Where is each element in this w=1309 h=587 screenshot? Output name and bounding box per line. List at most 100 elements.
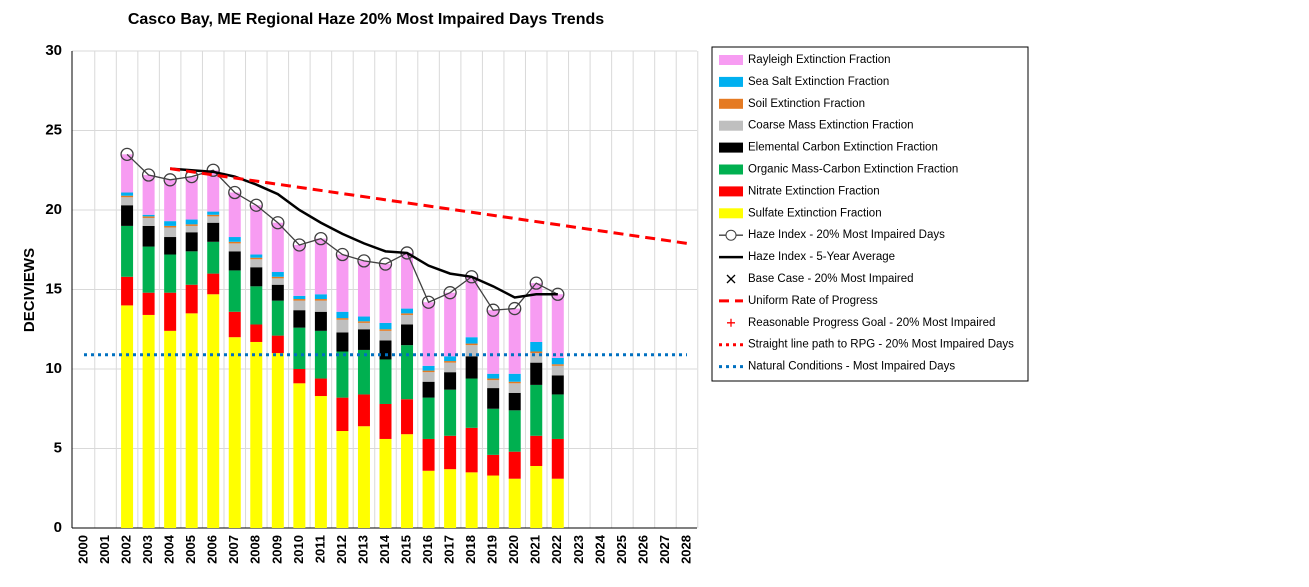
bar-segment	[422, 370, 435, 373]
bar-segment	[207, 211, 220, 215]
bar-segment	[336, 311, 349, 319]
bar-segment	[357, 349, 370, 395]
bar-segment	[121, 276, 134, 306]
bar-segment	[314, 300, 327, 312]
bar-segment	[228, 270, 241, 312]
bar-segment	[465, 472, 478, 528]
bar-segment	[207, 170, 220, 212]
legend-marker	[726, 274, 736, 284]
bar-segment	[228, 251, 241, 271]
bar-segment	[508, 451, 521, 479]
x-tick-label: 2010	[291, 535, 306, 564]
bar-segment	[228, 192, 241, 238]
bar-segment	[293, 299, 306, 301]
legend-label: Rayleigh Extinction Fraction	[748, 54, 891, 66]
x-tick-label: 2017	[442, 535, 457, 564]
bar-segment	[487, 388, 500, 409]
bar-segment	[164, 254, 177, 293]
bar-segment	[551, 294, 564, 358]
bar-segment	[164, 292, 177, 331]
bar-segment	[465, 276, 478, 338]
series-line	[126, 153, 559, 311]
line-marker	[529, 276, 543, 290]
bar-segment	[142, 225, 155, 247]
bar-segment	[185, 225, 198, 233]
bar-segment	[444, 292, 457, 357]
bar-segment	[401, 308, 414, 314]
bar-segment	[271, 278, 284, 285]
x-tick-label: 2008	[248, 535, 263, 564]
bar-segment	[293, 244, 306, 296]
legend-label: Soil Extinction Fraction	[748, 98, 865, 110]
x-tick-label: 2016	[420, 535, 435, 564]
bar-segment	[487, 454, 500, 476]
bar-segment	[508, 383, 521, 393]
bar-segment	[357, 321, 370, 323]
line-marker	[357, 254, 371, 268]
bar-segment	[422, 397, 435, 439]
bar-segment	[185, 284, 198, 314]
bar-segment	[530, 362, 543, 385]
legend-label: Straight line path to RPG - 20% Most Imp…	[748, 339, 1014, 351]
bar-segment	[164, 221, 177, 226]
x-tick-label: 2015	[398, 535, 413, 564]
legend-swatch	[719, 208, 743, 219]
bar-segment	[142, 314, 155, 528]
bar-segment	[487, 408, 500, 455]
bar-segment	[357, 322, 370, 330]
legend-label: Haze Index - 5-Year Average	[748, 251, 895, 263]
bar-segment	[293, 327, 306, 369]
line-marker	[421, 295, 436, 309]
legend-swatch	[719, 186, 743, 197]
bar-segment	[207, 294, 220, 528]
bar-segment	[142, 292, 155, 315]
bar-segment	[357, 260, 370, 317]
y-tick-label: 25	[45, 121, 62, 138]
bar-segment	[207, 222, 220, 242]
legend-marker	[725, 229, 737, 241]
x-tick-label: 2002	[119, 535, 134, 564]
bar-segment	[379, 359, 392, 404]
bar-segment	[379, 264, 392, 323]
bar-segment	[357, 329, 370, 350]
bar-segment	[530, 384, 543, 436]
bar-segment	[357, 426, 370, 528]
y-tick-label: 30	[45, 42, 62, 59]
bar-segment	[551, 375, 564, 395]
x-tick-label: 2003	[140, 535, 155, 564]
y-tick-label: 0	[54, 519, 62, 536]
bar-segment	[293, 310, 306, 328]
bar-segment	[121, 205, 134, 226]
bar-segment	[164, 225, 177, 228]
bar-segment	[530, 435, 543, 466]
bar-segment	[444, 372, 457, 390]
bar-segment	[336, 351, 349, 398]
line-marker	[378, 257, 393, 271]
x-tick-label: 2018	[463, 535, 478, 564]
bar-segment	[336, 319, 349, 333]
legend-marker	[727, 318, 735, 327]
bar-segment	[379, 330, 392, 341]
bar-segment	[530, 353, 543, 363]
bar-segment	[551, 357, 564, 365]
bar-segment	[228, 311, 241, 338]
bar-segment	[508, 373, 521, 382]
line-marker	[486, 303, 500, 317]
bar-segment	[185, 313, 198, 528]
bar-segment	[551, 364, 564, 366]
bar-segment	[465, 343, 478, 346]
bar-segment	[185, 224, 198, 226]
bar-segment	[121, 154, 134, 193]
y-tick-label: 20	[45, 201, 62, 218]
legend-label: Natural Conditions - Most Impaired Days	[748, 361, 955, 373]
x-tick-label: 2021	[528, 535, 543, 564]
bar-segment	[185, 176, 198, 220]
legend-swatch	[719, 98, 743, 109]
bar-segment	[487, 475, 500, 528]
bar-segment	[121, 195, 134, 198]
bar-segment	[250, 324, 263, 342]
line-marker	[508, 301, 522, 316]
x-tick-label: 2004	[162, 534, 177, 564]
bar-segment	[250, 286, 263, 325]
